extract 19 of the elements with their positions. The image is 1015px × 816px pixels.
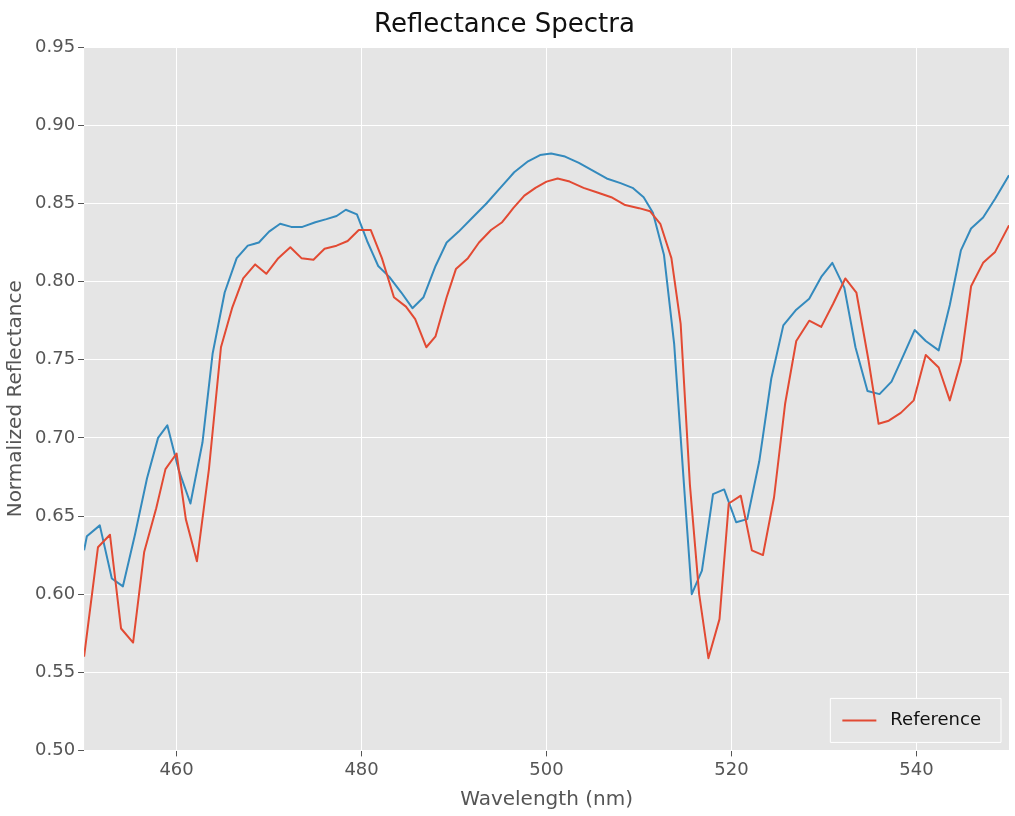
y-tick-label: 0.50 bbox=[35, 738, 76, 760]
y-tick-label: 0.80 bbox=[35, 269, 76, 291]
y-tick-label: 0.85 bbox=[35, 191, 76, 213]
legend-label: Reference bbox=[890, 708, 982, 730]
y-tick-label: 0.60 bbox=[35, 581, 76, 603]
x-tick-label: 460 bbox=[159, 757, 194, 779]
x-tick-label: 480 bbox=[344, 757, 379, 779]
y-tick-label: 0.55 bbox=[35, 659, 76, 681]
y-tick-label: 0.90 bbox=[35, 113, 76, 135]
chart-title: Reflectance Spectra bbox=[374, 8, 635, 39]
y-tick-label: 0.65 bbox=[35, 503, 76, 525]
y-tick-label: 0.75 bbox=[35, 347, 76, 369]
x-tick-label: 540 bbox=[899, 757, 934, 779]
x-tick-label: 500 bbox=[529, 757, 564, 779]
x-axis-title: Wavelength (nm) bbox=[460, 786, 633, 811]
y-tick-label: 0.70 bbox=[35, 425, 76, 447]
y-tick-label: 0.95 bbox=[35, 34, 76, 56]
y-axis-title: Normalized Reflectance bbox=[2, 280, 27, 518]
x-tick-label: 520 bbox=[714, 757, 749, 779]
